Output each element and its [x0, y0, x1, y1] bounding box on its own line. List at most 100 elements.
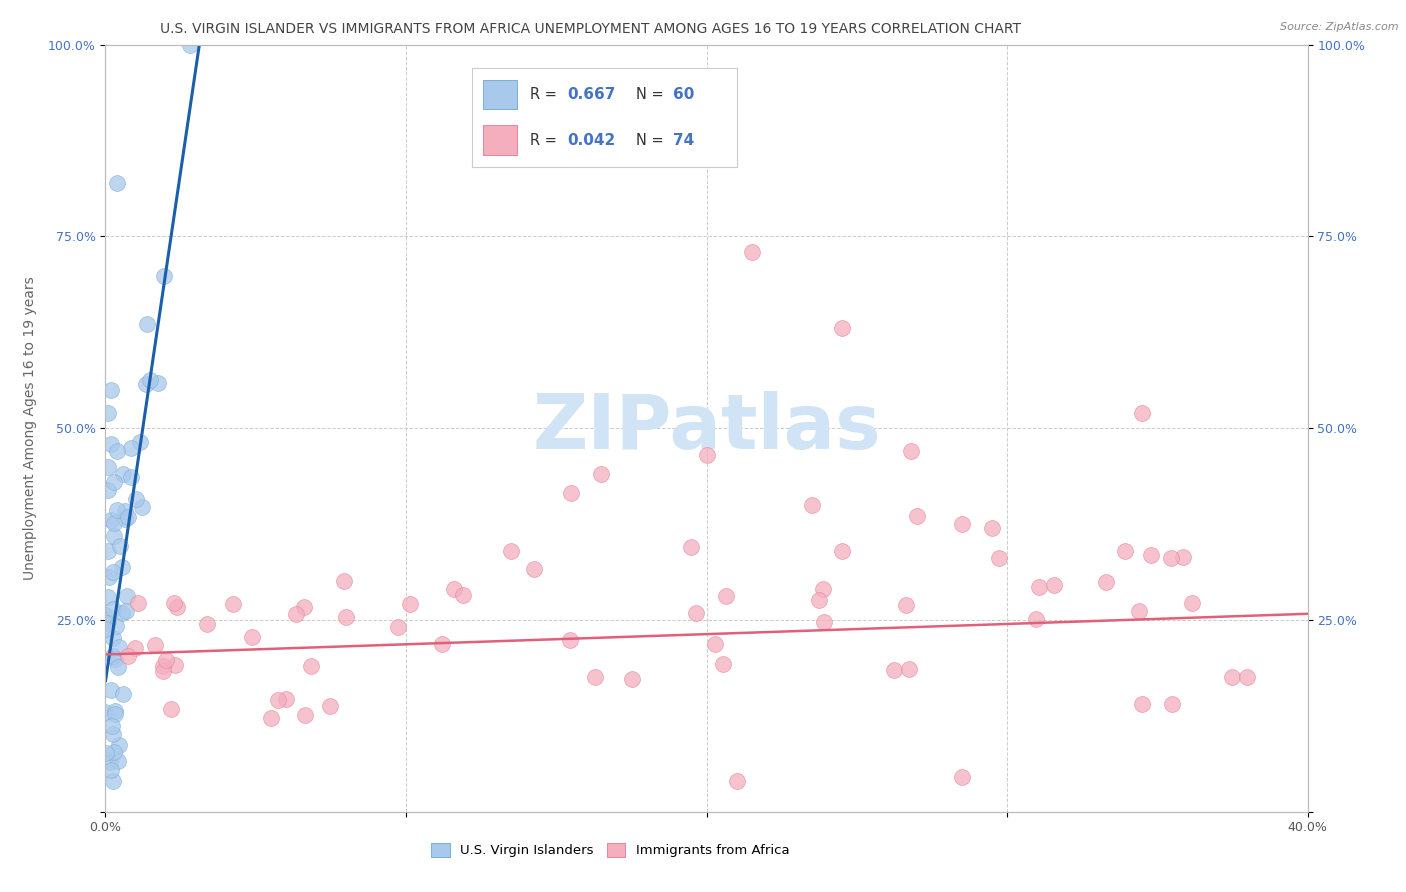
Point [1222, 671, 1244, 685]
Point [950, 770, 973, 784]
Point [222, 597, 245, 611]
Point [103, 746, 125, 760]
Legend: U.S. Virgin Islanders, Immigrants from Africa: U.S. Virgin Islanders, Immigrants from A… [426, 838, 794, 863]
Point [112, 687, 135, 701]
Point [1181, 596, 1204, 610]
Point [1160, 550, 1182, 565]
Point [301, 659, 323, 673]
Point [1130, 406, 1153, 420]
Point [240, 630, 263, 644]
Point [101, 565, 124, 579]
Point [143, 638, 166, 652]
Point [97, 544, 120, 558]
Point [103, 727, 125, 741]
Point [711, 657, 734, 672]
Point [138, 373, 160, 387]
Point [831, 321, 853, 335]
Point [98, 756, 121, 770]
Point [101, 631, 124, 645]
Point [897, 662, 920, 676]
Point [107, 754, 129, 768]
Point [900, 444, 922, 458]
Point [129, 434, 152, 449]
Point [583, 670, 606, 684]
Point [399, 598, 422, 612]
Point [195, 617, 218, 632]
Point [135, 377, 157, 392]
Point [153, 269, 176, 284]
Point [800, 498, 823, 512]
Point [560, 632, 582, 647]
Point [108, 640, 131, 655]
Point [97, 406, 120, 420]
Point [905, 509, 928, 524]
Text: U.S. VIRGIN ISLANDER VS IMMIGRANTS FROM AFRICA UNEMPLOYMENT AMONG AGES 16 TO 19 : U.S. VIRGIN ISLANDER VS IMMIGRANTS FROM … [160, 22, 1021, 37]
Point [114, 504, 136, 518]
Point [716, 589, 738, 603]
Point [131, 500, 153, 515]
Point [120, 470, 142, 484]
Point [100, 513, 122, 527]
Point [620, 672, 643, 686]
Point [97, 570, 120, 584]
Point [981, 521, 1004, 535]
Point [166, 599, 188, 614]
Point [1043, 578, 1066, 592]
Point [813, 615, 835, 629]
Point [894, 599, 917, 613]
Point [453, 588, 475, 602]
Point [741, 244, 763, 259]
Point [152, 664, 174, 678]
Point [107, 660, 129, 674]
Point [318, 698, 340, 713]
Point [807, 593, 830, 607]
Point [725, 774, 748, 789]
Point [685, 607, 707, 621]
Point [124, 641, 146, 656]
Point [97, 483, 120, 497]
Point [127, 596, 149, 610]
Point [111, 607, 134, 621]
Point [100, 383, 122, 397]
Point [100, 763, 122, 777]
Point [120, 441, 142, 455]
Point [107, 176, 129, 190]
Point [1130, 698, 1153, 712]
Point [117, 589, 139, 603]
Point [96, 746, 118, 760]
Point [523, 561, 546, 575]
Point [591, 467, 613, 482]
Point [274, 692, 297, 706]
Point [94, 622, 117, 636]
Point [103, 516, 125, 530]
Point [831, 544, 853, 558]
Text: Source: ZipAtlas.com: Source: ZipAtlas.com [1281, 22, 1399, 32]
Point [443, 582, 465, 596]
Point [105, 503, 128, 517]
Point [148, 376, 170, 391]
Point [704, 637, 727, 651]
Point [811, 582, 834, 596]
Point [163, 596, 186, 610]
Point [103, 773, 125, 788]
Point [292, 600, 315, 615]
Point [104, 706, 127, 721]
Point [117, 509, 139, 524]
Point [430, 637, 453, 651]
Y-axis label: Unemployment Among Ages 16 to 19 years: Unemployment Among Ages 16 to 19 years [22, 277, 37, 580]
Point [111, 467, 134, 482]
Point [159, 702, 181, 716]
Point [294, 708, 316, 723]
Point [97, 616, 120, 631]
Point [155, 653, 177, 667]
Point [681, 540, 703, 554]
Point [114, 512, 136, 526]
Point [135, 318, 157, 332]
Point [117, 648, 139, 663]
Point [1095, 574, 1118, 589]
Point [103, 475, 125, 490]
Point [1139, 548, 1161, 562]
Point [333, 574, 356, 589]
Point [152, 658, 174, 673]
Point [108, 539, 131, 553]
